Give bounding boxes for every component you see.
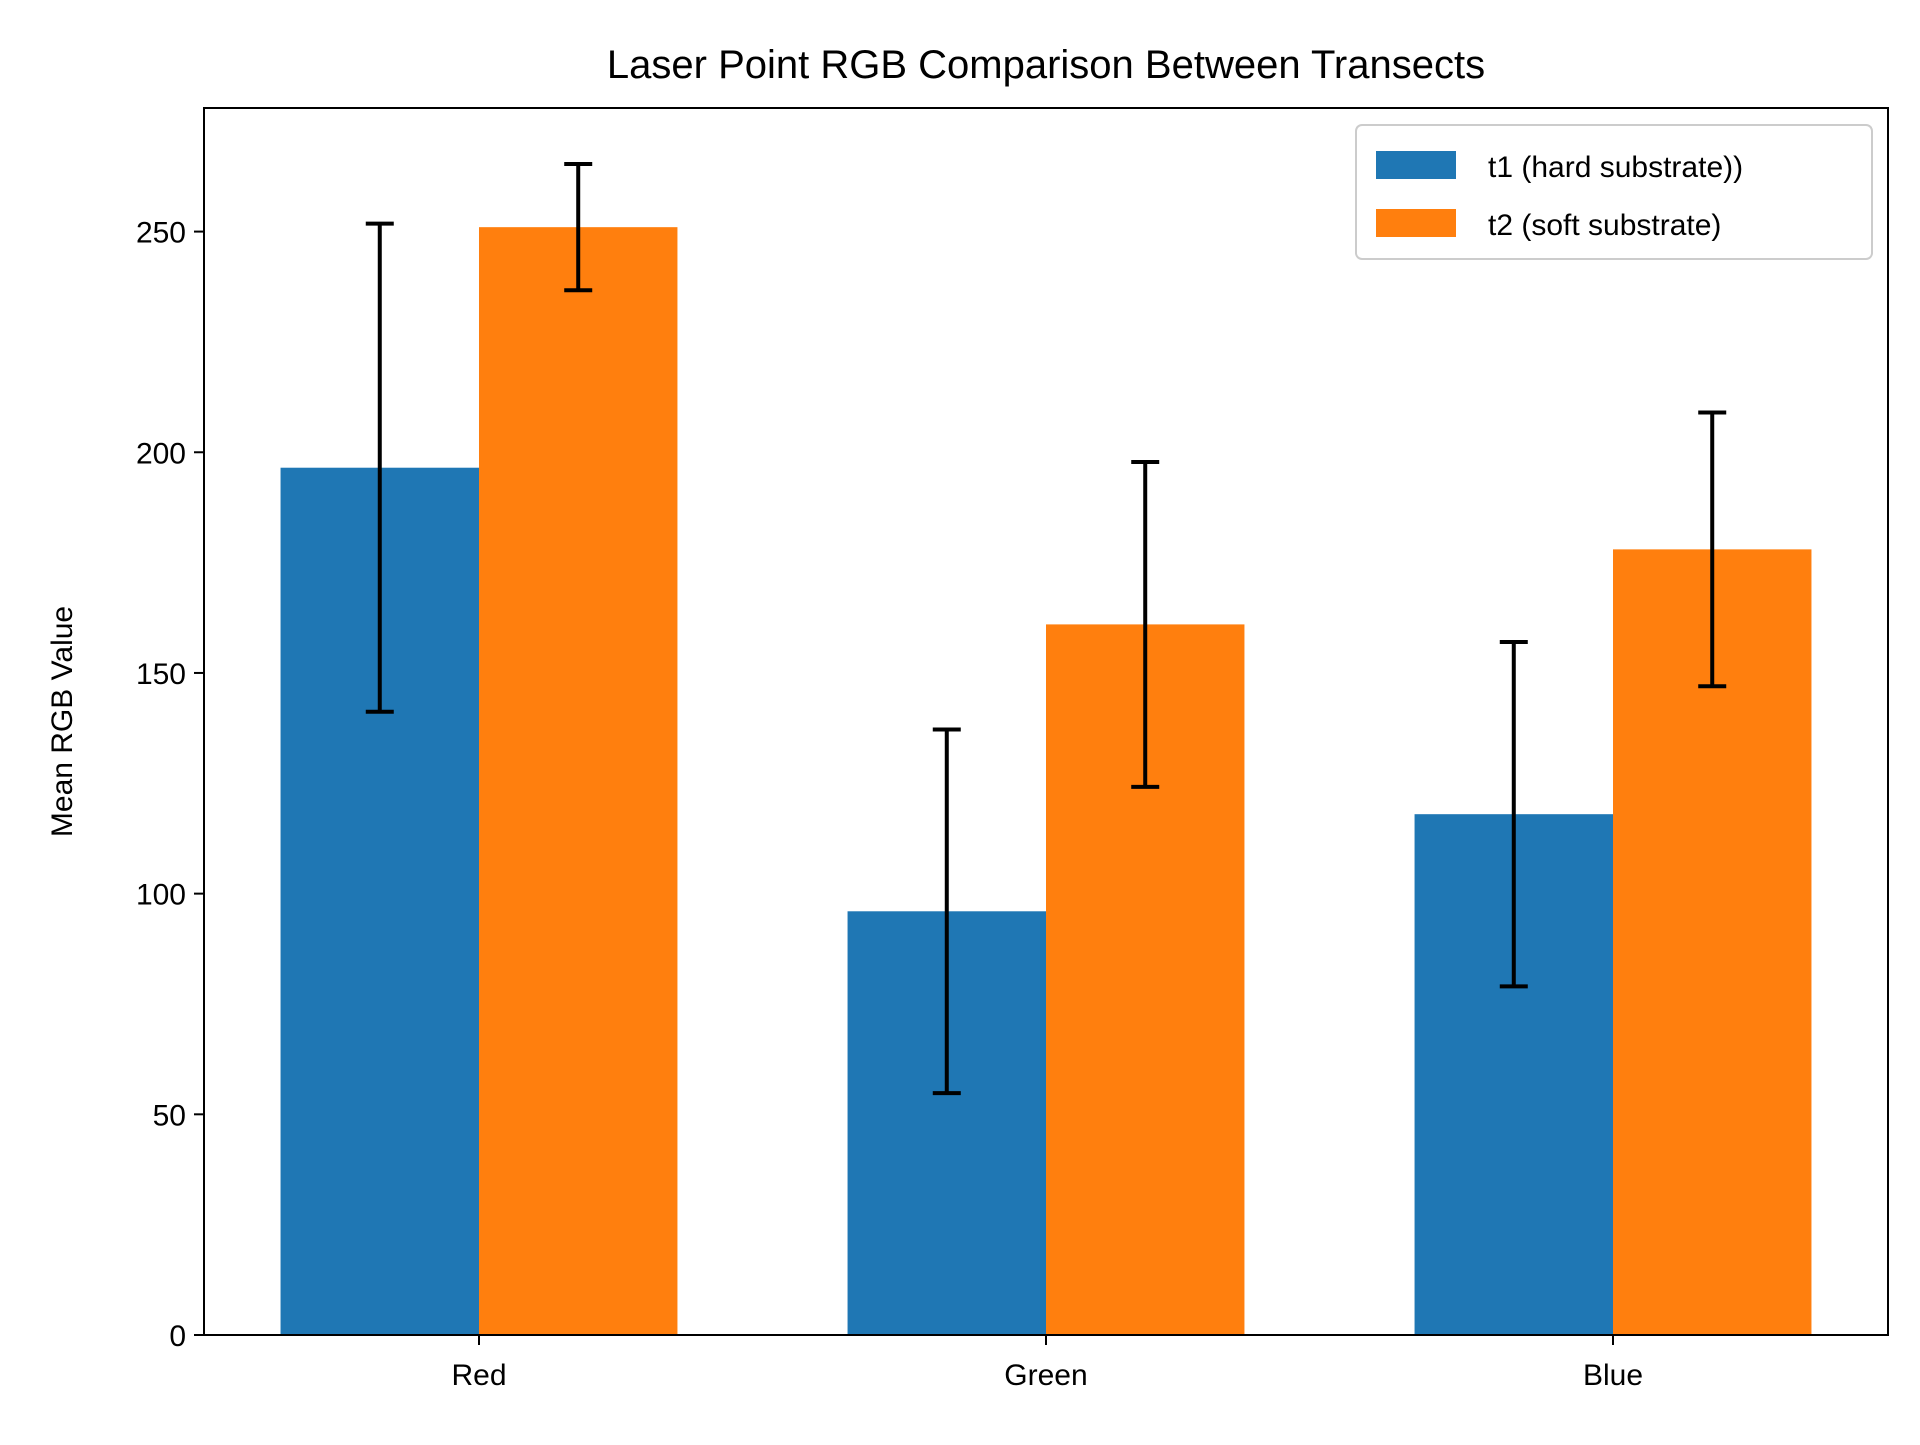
y-tick-label: 200 [136,437,186,470]
legend-label: t2 (soft substrate) [1488,209,1721,242]
y-tick-label: 250 [136,217,186,250]
error-bar-green-series-2 [1131,459,1160,789]
y-tick-label: 0 [169,1320,186,1353]
error-bar-green-series-1 [932,727,961,1096]
error-bar-blue-series-2 [1698,410,1727,689]
error-bar-red-series-1 [365,221,394,714]
x-axis: Red Green Blue [451,1335,1643,1392]
legend-swatch [1376,151,1456,179]
x-tick-label: Red [451,1359,506,1392]
y-axis-label: Mean RGB Value [46,606,79,837]
legend: t1 (hard substrate)) t2 (soft substrate) [1355,124,1873,260]
chart-title: Laser Point RGB Comparison Between Trans… [607,43,1485,87]
bar-red-series-2 [478,227,678,1335]
legend-label: t1 (hard substrate)) [1488,151,1743,184]
y-tick-label: 50 [153,1099,186,1132]
x-tick-label: Green [1004,1359,1087,1392]
error-bars-layer [365,162,1727,1096]
y-tick-label: 100 [136,879,186,912]
y-tick-label: 150 [136,658,186,691]
x-tick-label: Blue [1583,1359,1643,1392]
legend-box [1355,124,1873,260]
legend-swatch [1376,209,1456,237]
y-axis: 0 50 100 150 200 250 [136,217,204,1353]
error-bar-blue-series-1 [1499,640,1528,989]
error-bar-red-series-2 [564,162,593,293]
